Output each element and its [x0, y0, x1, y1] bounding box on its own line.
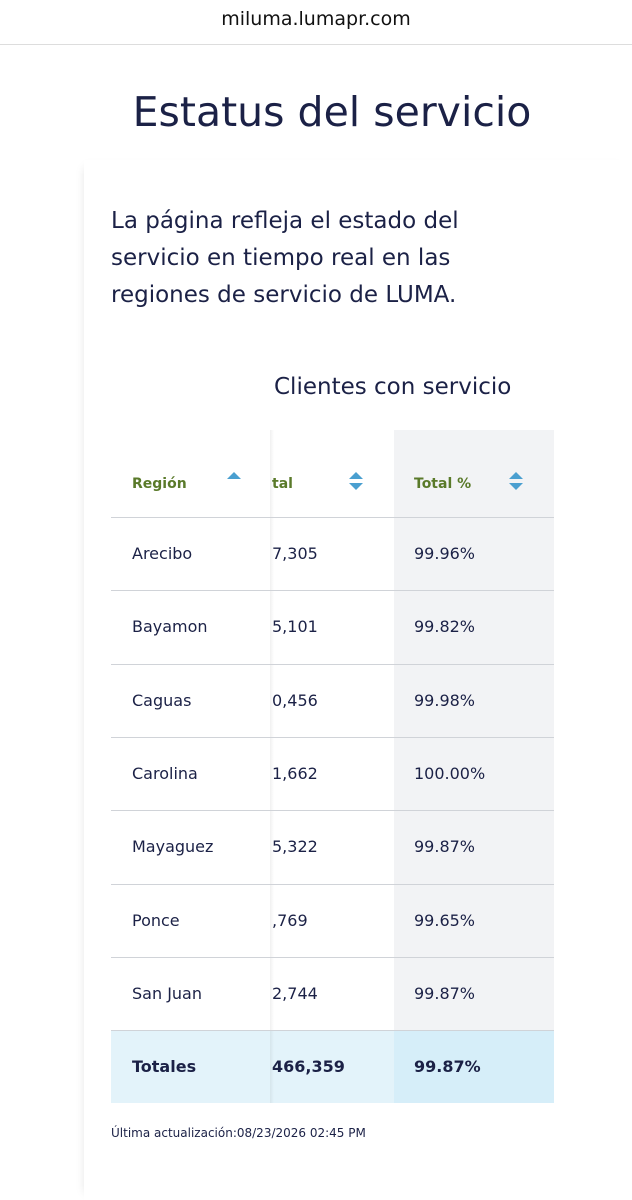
- totals-cell: 466,359: [272, 1057, 345, 1077]
- sticky-edge: [270, 430, 274, 1104]
- column-header[interactable]: Total %: [414, 476, 472, 492]
- table-cell: 99.96%: [414, 544, 476, 563]
- column-header[interactable]: tal: [272, 476, 293, 492]
- table-cell: 99.82%: [414, 617, 476, 637]
- divider: [0, 44, 632, 45]
- column-bg: [394, 430, 554, 1031]
- column-header[interactable]: Región: [132, 476, 187, 492]
- totals-cell: 99.87%: [414, 1057, 481, 1077]
- url[interactable]: miluma.lumapr.com: [221, 8, 411, 30]
- group-header: Clientes con servicio: [274, 374, 512, 400]
- row-divider: [111, 590, 554, 592]
- row-divider: [111, 736, 554, 738]
- table-cell: Carolina: [132, 763, 198, 783]
- table-cell: Mayaguez: [132, 837, 214, 857]
- table-cell: 99.87%: [414, 837, 476, 857]
- row-divider: [111, 883, 554, 885]
- page-title: Estatus del servicio: [132, 88, 532, 136]
- table-cell: 100.00%: [414, 763, 486, 783]
- table-cell: 5,101: [272, 617, 318, 637]
- totals-col-bg: [394, 1030, 554, 1104]
- sort-arrow[interactable]: [349, 483, 363, 490]
- sort-arrow[interactable]: [227, 472, 241, 479]
- table-cell: Bayamon: [132, 617, 208, 637]
- table-cell: 2,744: [272, 983, 318, 1003]
- row-divider: [111, 1030, 554, 1032]
- table-cell: ,769: [272, 910, 308, 930]
- sort-arrow[interactable]: [349, 472, 363, 479]
- description: La página refleja el estado del servicio…: [111, 208, 459, 308]
- sort-arrow[interactable]: [509, 483, 523, 490]
- table-cell: Ponce: [132, 910, 180, 930]
- table-cell: Arecibo: [132, 544, 193, 563]
- sort-arrow[interactable]: [509, 472, 523, 479]
- table-cell: 0,456: [272, 690, 318, 710]
- table-cell: 99.65%: [414, 910, 476, 930]
- table-cell: 7,305: [272, 544, 318, 563]
- table-cell: 5,322: [272, 837, 318, 857]
- table-cell: San Juan: [132, 983, 202, 1003]
- row-divider: [111, 663, 554, 665]
- row-divider: [111, 517, 554, 518]
- table-cell: 99.87%: [414, 983, 476, 1003]
- table-cell: 1,662: [272, 763, 318, 783]
- last-update: Última actualización:08/23/2026 02:45 PM: [111, 1126, 366, 1140]
- totals-cell: Totales: [132, 1057, 197, 1077]
- row-divider: [111, 956, 554, 958]
- table-cell: 99.98%: [414, 690, 476, 710]
- row-divider: [111, 810, 554, 812]
- table-cell: Caguas: [132, 690, 192, 710]
